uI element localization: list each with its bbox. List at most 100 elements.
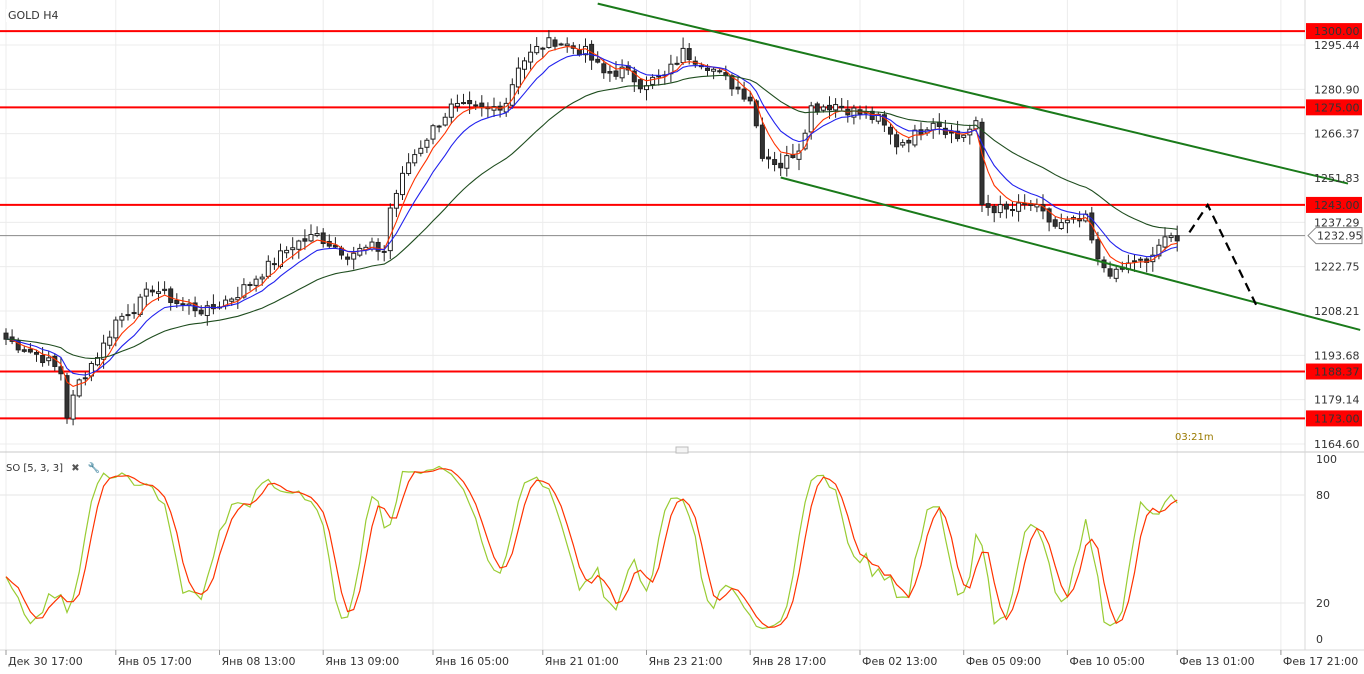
candle — [454, 94, 460, 112]
candle-body — [814, 103, 820, 113]
close-icon[interactable]: ✖ — [71, 463, 80, 474]
candle-body — [357, 247, 363, 256]
candle — [936, 113, 942, 135]
candle — [400, 166, 405, 201]
candle — [997, 195, 1003, 218]
candle-body — [107, 336, 113, 346]
candle — [546, 30, 552, 49]
candle-body — [942, 127, 948, 135]
candle-body — [753, 100, 759, 127]
candle-body — [320, 232, 326, 245]
candle-body — [552, 39, 558, 47]
candle — [448, 98, 454, 124]
candle — [680, 37, 686, 65]
candle — [467, 91, 473, 114]
candle-body — [650, 76, 656, 85]
candle — [778, 153, 784, 177]
projection-line — [1188, 202, 1258, 307]
candle-body — [955, 130, 961, 140]
candle-body — [125, 314, 131, 317]
candle-body — [705, 67, 710, 71]
candle — [1132, 254, 1137, 272]
level-label-box — [1306, 196, 1362, 213]
candle — [717, 68, 723, 74]
candle — [162, 281, 168, 295]
level-label: 1188.37 — [1314, 366, 1360, 379]
candle-body — [1132, 260, 1137, 263]
candle-body — [229, 298, 235, 302]
ma-line — [5, 46, 1178, 388]
candle-body — [174, 299, 180, 304]
candle-body — [894, 134, 900, 148]
level-label-box — [1306, 363, 1362, 380]
candle-body — [64, 375, 70, 419]
candle-body — [265, 260, 271, 277]
candle — [686, 43, 692, 65]
candle — [70, 389, 76, 426]
candle — [430, 123, 436, 145]
time-tick-label: Янв 05 17:00 — [118, 655, 192, 668]
candle-body — [546, 37, 552, 49]
candle-body — [522, 60, 527, 70]
candle-body — [900, 142, 906, 146]
candle — [88, 361, 94, 382]
time-tick-label: Янв 23 21:00 — [649, 655, 723, 668]
candle — [302, 229, 308, 250]
candle — [473, 100, 479, 110]
channel-upper-line — [597, 2, 1349, 185]
candle-body — [412, 154, 418, 164]
candle — [949, 124, 954, 144]
candle — [656, 69, 662, 86]
candle-body — [448, 103, 454, 118]
osc-tick-label: 100 — [1316, 453, 1337, 466]
level-label-box — [1306, 99, 1362, 116]
stochastic-main-line — [5, 465, 1178, 630]
candle — [381, 245, 387, 262]
candle — [1162, 227, 1168, 251]
candle-body — [772, 159, 778, 165]
candle-body — [284, 249, 290, 254]
ma-line — [5, 74, 1178, 359]
candle — [436, 124, 442, 133]
candle — [1125, 254, 1131, 274]
candle — [741, 81, 747, 102]
candle-body — [534, 45, 540, 54]
candle — [107, 330, 113, 350]
candle — [509, 78, 515, 109]
candle-body — [601, 63, 607, 74]
candle — [253, 275, 259, 292]
candle-body — [473, 104, 479, 107]
candle — [296, 239, 302, 259]
candle — [247, 281, 253, 291]
level-label: 1173.00 — [1314, 412, 1360, 425]
candle-body — [168, 288, 174, 303]
candle — [95, 352, 100, 367]
wrench-icon[interactable]: 🔧 — [87, 463, 101, 474]
time-tick-label: Янв 08 13:00 — [222, 655, 296, 668]
oscillator-label: SO [5, 3, 3] — [6, 463, 64, 474]
candle-body — [479, 102, 485, 108]
candle — [875, 111, 881, 125]
candle — [564, 37, 570, 53]
candle — [174, 293, 180, 308]
candle-body — [393, 192, 399, 209]
candle-body — [961, 134, 967, 138]
candle-body — [997, 204, 1003, 214]
candle — [522, 57, 527, 80]
candle — [326, 234, 332, 249]
candle — [601, 59, 607, 79]
candle-body — [198, 309, 204, 315]
candle-body — [888, 126, 893, 135]
candle — [101, 334, 107, 369]
candle — [839, 98, 845, 111]
candle-body — [467, 100, 473, 105]
candle-body — [839, 105, 845, 109]
pane-resize-handle[interactable] — [675, 446, 689, 454]
candle-body — [808, 105, 814, 133]
candle-body — [1064, 219, 1070, 224]
candle-body — [387, 207, 393, 252]
candle-body — [607, 71, 613, 74]
candle-body — [101, 342, 107, 360]
